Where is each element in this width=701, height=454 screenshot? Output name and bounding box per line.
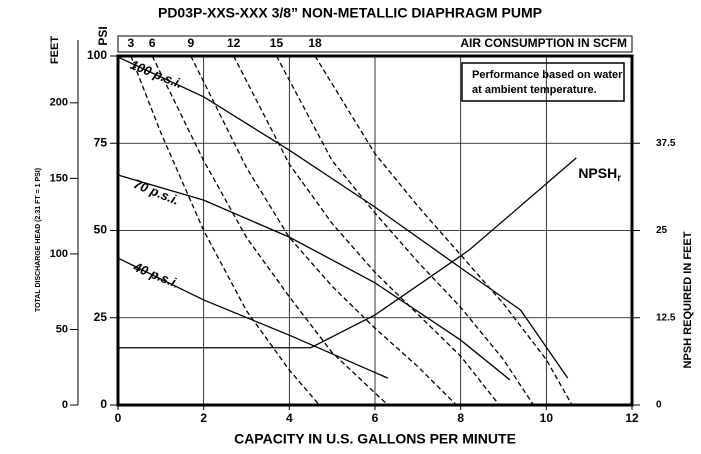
air-curve-label: 9 bbox=[187, 36, 194, 50]
feet-tick-label: 150 bbox=[50, 172, 68, 184]
air-curve bbox=[130, 55, 320, 406]
head-axis-title: TOTAL DISCHARGE HEAD (2.31 FT = 1 PSI) bbox=[35, 168, 42, 312]
x-tick-label: 8 bbox=[457, 411, 464, 425]
line bbox=[117, 257, 389, 379]
line bbox=[117, 174, 511, 381]
note-box bbox=[461, 62, 625, 102]
air-curve-label: 12 bbox=[227, 36, 241, 50]
x-axis-title: CAPACITY IN U.S. GALLONS PER MINUTE bbox=[234, 431, 516, 447]
air-curve bbox=[233, 55, 500, 406]
y2-tick-label: 25 bbox=[656, 225, 668, 236]
line bbox=[117, 56, 569, 379]
series-label: NPSHr bbox=[578, 165, 621, 184]
plot-frame bbox=[116, 54, 634, 407]
air-curve bbox=[190, 55, 457, 406]
air-curve-label: 15 bbox=[270, 36, 284, 50]
feet-tick-label: 50 bbox=[56, 323, 68, 335]
feet-tick-label: 100 bbox=[50, 248, 68, 260]
air-axis-title: AIR CONSUMPTION IN SCFM bbox=[460, 36, 627, 50]
x-tick-label: 0 bbox=[115, 411, 122, 425]
x-tick-label: 10 bbox=[540, 411, 554, 425]
y-tick-label: 50 bbox=[94, 223, 108, 237]
feet-tick-label: 200 bbox=[50, 97, 68, 109]
air-curve bbox=[314, 55, 573, 406]
series-subscript: r bbox=[617, 173, 621, 184]
x-tick-label: 12 bbox=[625, 411, 639, 425]
line bbox=[118, 157, 577, 349]
air-curve-label: 18 bbox=[308, 36, 322, 50]
air-curve bbox=[275, 55, 535, 406]
y-tick-label: 0 bbox=[100, 397, 107, 411]
feet-tick-label: 0 bbox=[62, 399, 68, 411]
y-tick-label: 100 bbox=[87, 48, 107, 62]
air-curve-label: 6 bbox=[149, 36, 156, 50]
y-axis-title: PSI bbox=[96, 26, 110, 45]
series-label: 100 p.s.i. bbox=[128, 57, 185, 91]
air-curve-label: 3 bbox=[128, 36, 135, 50]
x-tick-label: 4 bbox=[286, 411, 293, 425]
series-name: NPSH bbox=[578, 165, 617, 181]
x-tick-label: 2 bbox=[200, 411, 207, 425]
x-tick-label: 6 bbox=[372, 411, 379, 425]
note-line: Performance based on water bbox=[472, 69, 623, 81]
note-line: at ambient temperature. bbox=[472, 84, 597, 96]
series-label: 40 p.s.i. bbox=[131, 259, 182, 291]
y-tick-label: 75 bbox=[94, 135, 108, 149]
chart-title: PD03P-XXS-XXX 3/8” NON-METALLIC DIAPHRAG… bbox=[158, 5, 542, 21]
air-strip bbox=[117, 35, 633, 53]
y2-tick-label: 12.5 bbox=[656, 312, 676, 323]
feet-axis-title: FEET bbox=[49, 36, 61, 64]
y2-tick-label: 0 bbox=[656, 400, 662, 411]
air-curve bbox=[151, 55, 389, 406]
y2-tick-label: 37.5 bbox=[656, 138, 676, 149]
y2-axis-title: NPSH REQUIRED IN FEET bbox=[682, 231, 694, 368]
y-tick-label: 25 bbox=[94, 310, 108, 324]
series-label: 70 p.s.i. bbox=[131, 176, 181, 208]
